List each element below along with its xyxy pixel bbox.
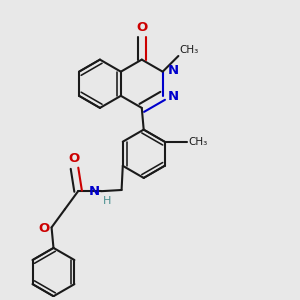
- Text: O: O: [68, 152, 80, 165]
- Text: H: H: [103, 196, 111, 206]
- Text: O: O: [38, 222, 49, 235]
- Text: O: O: [136, 21, 147, 34]
- Text: CH₃: CH₃: [180, 45, 199, 55]
- Text: N: N: [89, 185, 100, 198]
- Text: N: N: [167, 64, 178, 77]
- Text: N: N: [167, 91, 178, 103]
- Text: CH₃: CH₃: [188, 137, 208, 147]
